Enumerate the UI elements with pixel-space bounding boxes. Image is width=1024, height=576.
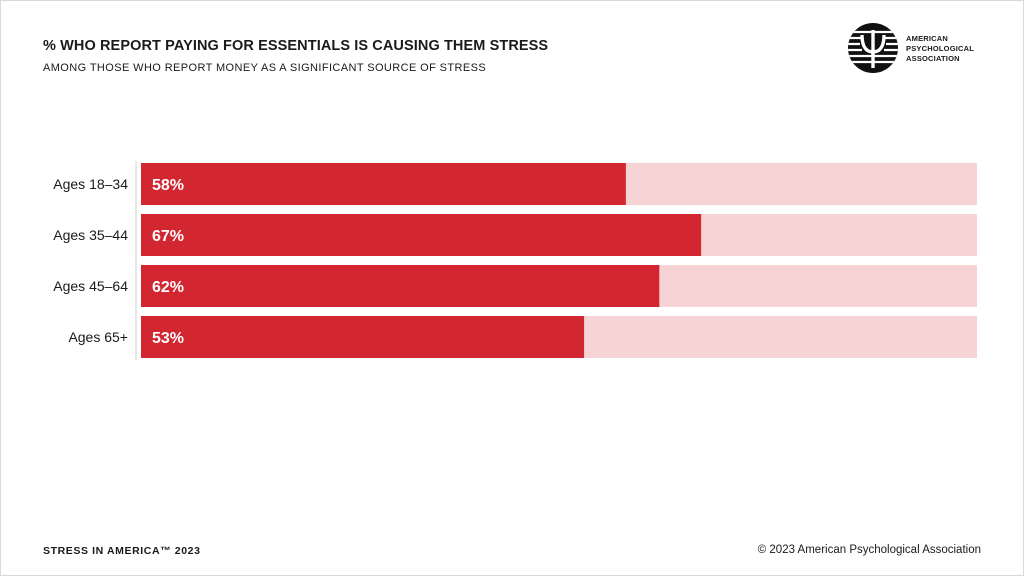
data-label: 62% [152, 279, 184, 296]
footer-copyright: © 2023 American Psychological Associatio… [757, 544, 981, 556]
logo-line: PSYCHOLOGICAL [906, 44, 975, 53]
bar [141, 265, 660, 307]
bar [141, 316, 585, 358]
bar [141, 214, 702, 256]
logo-line: AMERICAN [906, 34, 949, 43]
category-label: Ages 35–44 [53, 227, 128, 243]
psi-logo-icon [848, 23, 898, 73]
category-label: Ages 18–34 [53, 176, 128, 192]
logo-wordmark: AMERICAN PSYCHOLOGICAL ASSOCIATION [906, 34, 974, 64]
category-label: Ages 65+ [68, 329, 128, 345]
category-label: Ages 45–64 [53, 278, 128, 294]
footer-series-label: STRESS IN AMERICA™ 2023 [43, 545, 201, 557]
data-label: 58% [152, 177, 184, 194]
bar [141, 163, 626, 205]
apa-logo: AMERICAN PSYCHOLOGICAL ASSOCIATION [847, 22, 987, 74]
data-label: 67% [152, 228, 184, 245]
data-label: 53% [152, 330, 184, 347]
chart-subtitle: AMONG THOSE WHO REPORT MONEY AS A SIGNIF… [43, 62, 487, 74]
chart-title: % WHO REPORT PAYING FOR ESSENTIALS IS CA… [43, 38, 549, 54]
logo-line: ASSOCIATION [906, 54, 960, 63]
